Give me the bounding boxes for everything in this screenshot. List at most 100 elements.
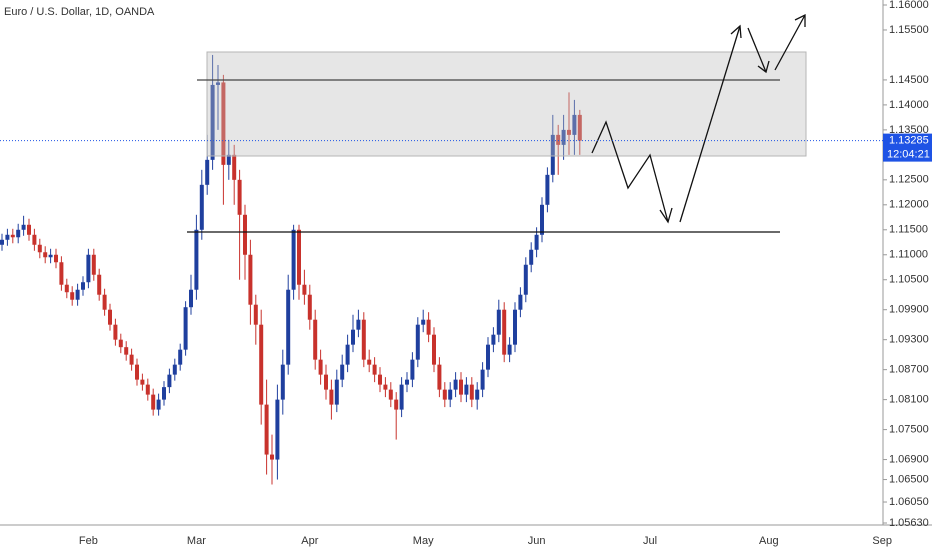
y-tick-label: 1.11000 [889, 249, 928, 261]
candle-body [178, 349, 183, 365]
candle-body [421, 319, 426, 325]
y-tick-label: 1.11500 [889, 224, 928, 236]
price-axis-panel [883, 0, 932, 550]
candle-body [432, 334, 436, 365]
x-tick-label: Mar [187, 535, 206, 547]
candle-body [529, 249, 534, 265]
x-tick-label: Sep [872, 535, 892, 547]
candle-body [394, 399, 399, 410]
y-tick-label: 1.09900 [889, 304, 929, 316]
candle-body [513, 309, 517, 345]
candle-body [86, 254, 91, 283]
candle-body [275, 399, 280, 460]
candle-body [54, 254, 58, 263]
candle-body [259, 324, 264, 405]
candle-body [118, 339, 123, 348]
chart-title: Euro / U.S. Dollar, 1D, OANDA [4, 6, 155, 18]
candle-body [124, 347, 129, 355]
candle-body [253, 304, 258, 325]
arrow-head [757, 60, 770, 74]
candle-body [351, 329, 355, 345]
candle-body [243, 214, 247, 255]
candle-body [81, 282, 85, 290]
candles [0, 54, 582, 485]
candle-body [162, 387, 166, 400]
candle-body [486, 344, 490, 370]
candle-body [64, 284, 69, 293]
y-tick-label: 1.07500 [889, 423, 929, 435]
candle-body [334, 379, 339, 405]
candle-body [324, 374, 328, 390]
projection-path [591, 120, 669, 223]
arrow-head [730, 24, 742, 39]
candle-body [135, 364, 139, 380]
arrow-head [659, 207, 673, 224]
candle-body [540, 204, 544, 235]
candle-body [475, 389, 480, 400]
candle-body [405, 379, 409, 385]
candle-body [10, 234, 15, 238]
candle-body [102, 294, 107, 310]
candle-body [286, 289, 291, 365]
x-tick-label: Feb [79, 535, 98, 547]
candle-body [156, 399, 161, 410]
y-tick-label: 1.15500 [889, 24, 929, 36]
candle-body [567, 129, 571, 135]
y-tick-label: 1.14000 [889, 99, 929, 111]
candle-body [469, 384, 474, 400]
candle-body [27, 224, 31, 235]
candle-body [145, 384, 150, 395]
candle-body [221, 82, 226, 165]
y-tick-label: 1.08100 [889, 394, 929, 406]
candle-body [140, 379, 145, 385]
candle-body [0, 239, 4, 245]
candle-body [183, 307, 188, 350]
candle-body [151, 394, 156, 410]
candle-body [459, 379, 463, 395]
y-tick-label: 1.06050 [889, 496, 929, 508]
x-tick-label: Jun [528, 535, 546, 547]
candle-body [464, 384, 469, 395]
candle-body [97, 274, 102, 295]
drawings [187, 13, 807, 233]
y-tick-label: 1.09300 [889, 334, 929, 346]
candle-body [507, 344, 512, 355]
time-axis-panel [0, 525, 932, 550]
y-tick-label: 1.14500 [889, 74, 929, 86]
y-tick-label: 1.12000 [889, 199, 929, 211]
y-tick-label: 1.06500 [889, 473, 929, 485]
price-label-box [883, 133, 932, 162]
candle-body [313, 319, 318, 360]
candle-body [577, 114, 582, 141]
candle-body [415, 324, 420, 360]
candle-body [383, 384, 388, 390]
y-tick-label: 1.06900 [889, 453, 929, 465]
countdown-label: 12:04:21 [887, 149, 930, 161]
candle-body [189, 289, 193, 308]
candle-body [356, 319, 361, 330]
x-tick-label: Jul [643, 535, 657, 547]
candle-body [297, 229, 301, 285]
candle-body [437, 364, 442, 390]
y-tick-label: 1.10500 [889, 274, 929, 286]
candle-body [194, 229, 199, 290]
candle-body [426, 319, 431, 335]
x-tick-label: Aug [759, 535, 779, 547]
candle-body [518, 294, 523, 310]
candle-body [216, 82, 220, 85]
x-tick-label: Apr [301, 535, 318, 547]
y-tick-label: 1.05630 [889, 517, 929, 529]
candle-body [496, 309, 501, 335]
candle-body [378, 374, 382, 385]
candle-body [232, 154, 237, 180]
candle-body [545, 174, 550, 205]
candle-body [43, 252, 48, 258]
candle-body [108, 309, 112, 325]
candle-body [113, 324, 118, 340]
y-tick-label: 1.13500 [889, 124, 929, 136]
candle-body [226, 154, 231, 165]
candle-body [453, 379, 458, 390]
candle-body [523, 264, 528, 295]
candle-body [345, 344, 350, 365]
